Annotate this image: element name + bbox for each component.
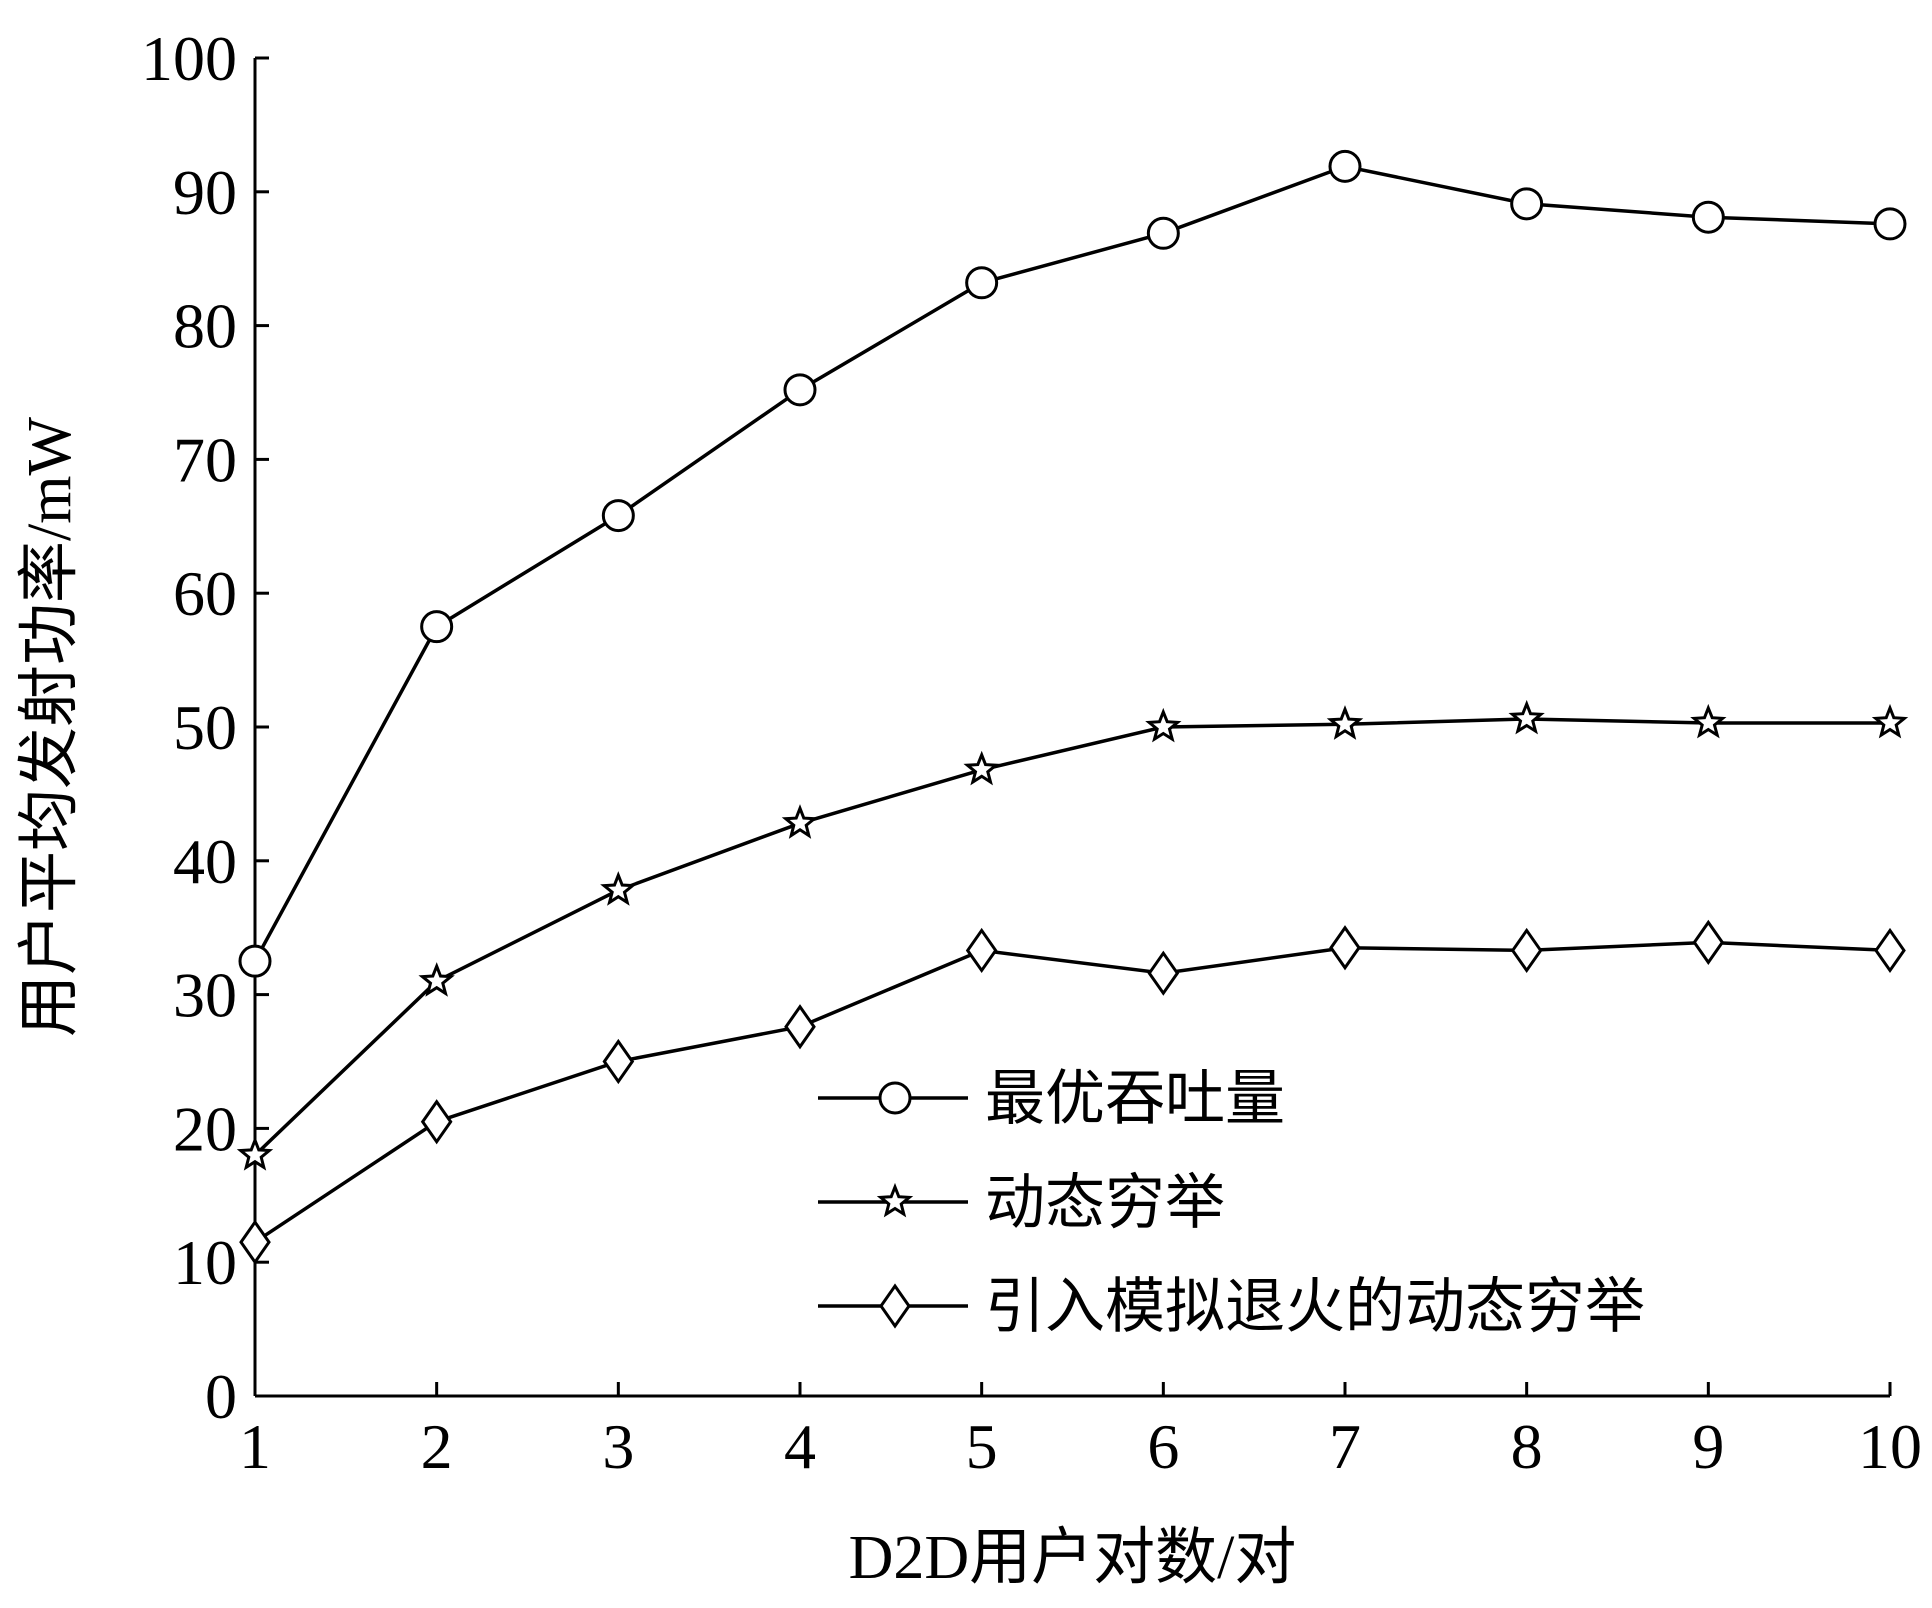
series-2 — [236, 699, 1909, 1171]
data-point-star — [1145, 707, 1182, 743]
data-point-diamond — [602, 1038, 635, 1085]
legend-marker-star — [876, 1182, 914, 1218]
series-line — [254, 940, 1891, 1244]
y-tick-label: 100 — [141, 23, 237, 94]
data-point-circle — [1328, 149, 1362, 183]
data-point-star — [963, 750, 1000, 786]
legend-item-3: 引入模拟退火的动态穷举 — [818, 1272, 1645, 1342]
data-point-star — [1326, 705, 1364, 740]
y-axis-title: 用户平均发射功率/mW — [16, 417, 84, 1037]
y-tick-label: 10 — [173, 1227, 237, 1298]
series-1 — [238, 149, 1907, 978]
x-tick-label: 8 — [1511, 1411, 1543, 1482]
data-point-circle — [420, 610, 454, 644]
x-tick-label: 6 — [1147, 1411, 1179, 1482]
data-point-circle — [1146, 216, 1180, 250]
legend-item-1: 最优吞吐量 — [818, 1064, 1285, 1134]
series-3 — [239, 919, 1906, 1265]
legend-item-2: 动态穷举 — [818, 1168, 1225, 1238]
y-tick-label: 30 — [173, 960, 237, 1031]
legend-marker-circle — [878, 1081, 912, 1115]
y-tick-label: 20 — [173, 1093, 237, 1164]
data-point-diamond — [1329, 925, 1361, 971]
data-point-star — [236, 1136, 274, 1171]
data-point-diamond — [1874, 927, 1906, 974]
legend-label: 引入模拟退火的动态穷举 — [985, 1272, 1645, 1342]
legend-marker-diamond — [879, 1283, 911, 1329]
data-point-circle — [238, 944, 272, 978]
data-point-star — [600, 871, 637, 906]
axes: 0 10 20 30 40 50 60 70 80 90 100 1 2 3 4 5 6 7 8 9 10 — [141, 23, 1922, 1482]
y-tick-label: 60 — [173, 558, 237, 629]
series-line — [253, 717, 1890, 1157]
x-tick-label: 3 — [602, 1411, 634, 1482]
data-point-diamond — [1510, 927, 1543, 974]
data-point-circle — [1510, 187, 1544, 221]
data-point-diamond — [965, 927, 998, 974]
y-tick-label: 50 — [173, 692, 237, 763]
data-point-star — [781, 804, 819, 839]
data-point-star — [418, 962, 455, 997]
x-tick-label: 2 — [421, 1411, 453, 1482]
x-axis-title: D2D用户对数/对 — [849, 1524, 1297, 1592]
legend-label: 动态穷举 — [985, 1168, 1225, 1238]
data-point-circle — [1691, 200, 1725, 234]
series-layer — [236, 149, 1909, 1265]
x-tick-label: 10 — [1858, 1411, 1922, 1482]
data-point-circle — [1873, 207, 1907, 241]
data-point-star — [1871, 703, 1909, 739]
y-tick-label: 70 — [173, 424, 237, 495]
y-tick-label: 0 — [205, 1361, 237, 1432]
x-tick-label: 5 — [966, 1411, 998, 1482]
x-tick-label: 7 — [1329, 1411, 1361, 1482]
data-point-diamond — [239, 1219, 271, 1265]
x-tick-label: 4 — [784, 1411, 816, 1482]
x-tick-label: 9 — [1692, 1411, 1724, 1482]
x-tick-label: 1 — [239, 1411, 271, 1482]
data-point-diamond — [1692, 919, 1725, 966]
data-point-circle — [965, 266, 999, 300]
data-point-diamond — [420, 1099, 453, 1145]
data-point-star — [1508, 699, 1545, 735]
data-point-circle — [783, 373, 817, 407]
data-point-diamond — [784, 1004, 816, 1050]
y-tick-label: 40 — [173, 826, 237, 897]
data-point-diamond — [1147, 950, 1180, 996]
data-point-circle — [601, 499, 635, 533]
legend-label: 最优吞吐量 — [985, 1064, 1285, 1134]
y-tick-label: 80 — [173, 291, 237, 362]
y-tick-label: 90 — [173, 157, 237, 228]
series-line — [253, 164, 1891, 962]
data-point-star — [1690, 703, 1727, 739]
